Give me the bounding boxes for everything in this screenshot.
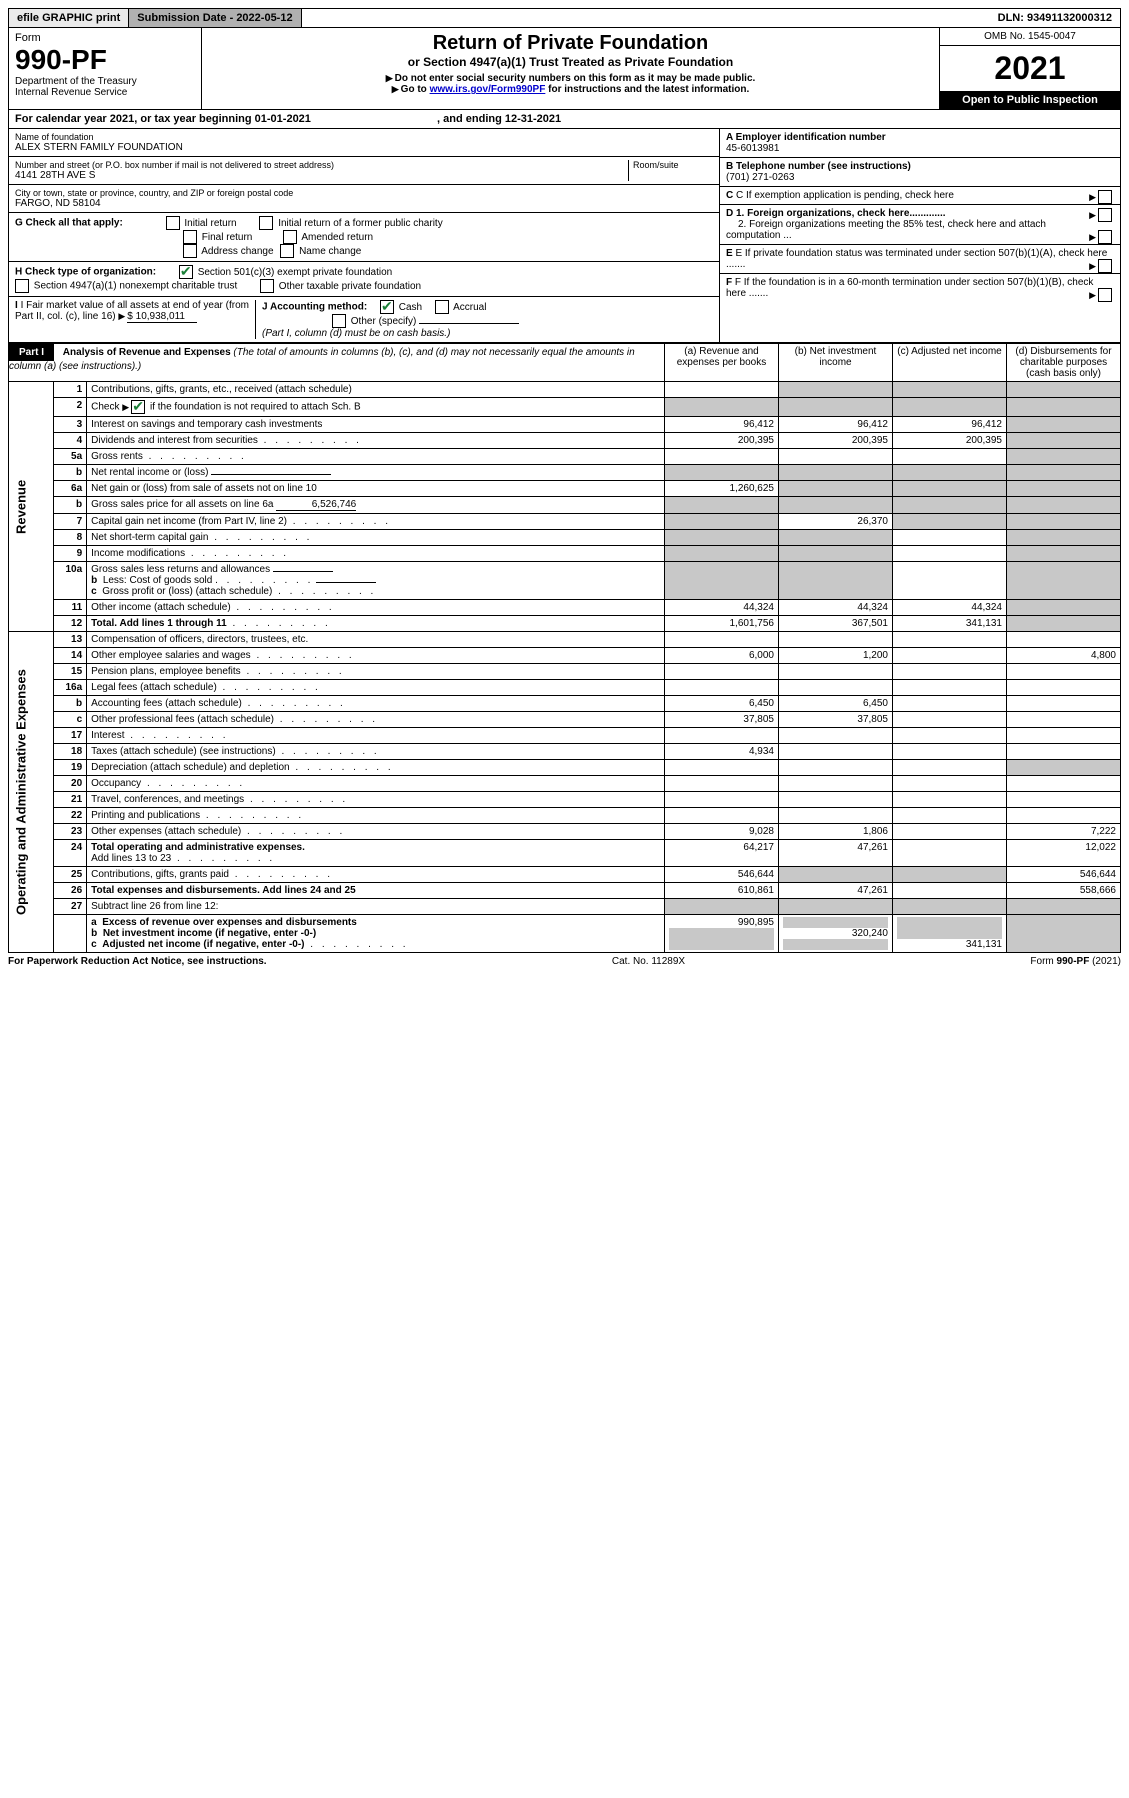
table-row: 2 Check if the foundation is not require…	[9, 398, 1121, 417]
footer-left: For Paperwork Reduction Act Notice, see …	[8, 956, 267, 967]
table-row: 3Interest on savings and temporary cash …	[9, 417, 1121, 433]
form-subtitle: or Section 4947(a)(1) Trust Treated as P…	[206, 55, 935, 69]
table-row: 4Dividends and interest from securities …	[9, 433, 1121, 449]
topbar: efile GRAPHIC print Submission Date - 20…	[8, 8, 1121, 28]
table-row: 24 Total operating and administrative ex…	[9, 840, 1121, 867]
cb-addr-change[interactable]	[183, 244, 197, 258]
footer-right: Form 990-PF (2021)	[1030, 956, 1121, 967]
table-row: bNet rental income or (loss)	[9, 465, 1121, 481]
cb-final[interactable]	[183, 230, 197, 244]
submission-date: Submission Date - 2022-05-12	[129, 9, 301, 27]
irs-label: Internal Revenue Service	[15, 87, 195, 98]
table-row: 9Income modifications	[9, 546, 1121, 562]
table-row: 15Pension plans, employee benefits	[9, 664, 1121, 680]
dept-label: Department of the Treasury	[15, 76, 195, 87]
ij-row: I I Fair market value of all assets at e…	[9, 296, 719, 342]
col-c-header: (c) Adjusted net income	[893, 344, 1007, 382]
cb-d1[interactable]	[1098, 208, 1112, 222]
revenue-label: Revenue	[9, 382, 54, 632]
dln: DLN: 93491132000312	[990, 9, 1120, 27]
part1-table: Part I Analysis of Revenue and Expenses …	[8, 343, 1121, 953]
table-row: 6aNet gain or (loss) from sale of assets…	[9, 481, 1121, 497]
table-row: b Gross sales price for all assets on li…	[9, 497, 1121, 514]
cb-4947[interactable]	[15, 279, 29, 293]
table-row: cOther professional fees (attach schedul…	[9, 712, 1121, 728]
table-row: 11Other income (attach schedule) 44,3244…	[9, 600, 1121, 616]
table-row: Revenue 1 Contributions, gifts, grants, …	[9, 382, 1121, 398]
identity-block: Name of foundation ALEX STERN FAMILY FOU…	[8, 129, 1121, 343]
header-right: OMB No. 1545-0047 2021 Open to Public In…	[939, 28, 1120, 109]
table-row: 8Net short-term capital gain	[9, 530, 1121, 546]
f-cell: F F If the foundation is in a 60-month t…	[720, 274, 1120, 302]
footer-mid: Cat. No. 11289X	[612, 956, 685, 967]
cb-amended[interactable]	[283, 230, 297, 244]
d-cell: D 1. Foreign organizations, check here..…	[720, 205, 1120, 245]
cb-initial-former[interactable]	[259, 216, 273, 230]
cb-name-change[interactable]	[280, 244, 294, 258]
table-row: 14Other employee salaries and wages 6,00…	[9, 648, 1121, 664]
cb-other-taxable[interactable]	[260, 279, 274, 293]
table-row: 10a Gross sales less returns and allowan…	[9, 562, 1121, 600]
table-row: 5aGross rents	[9, 449, 1121, 465]
page-footer: For Paperwork Reduction Act Notice, see …	[8, 953, 1121, 967]
cb-initial[interactable]	[166, 216, 180, 230]
foundation-name-cell: Name of foundation ALEX STERN FAMILY FOU…	[9, 129, 719, 157]
table-row: 19Depreciation (attach schedule) and dep…	[9, 760, 1121, 776]
col-b-header: (b) Net investment income	[779, 344, 893, 382]
table-row: 23Other expenses (attach schedule) 9,028…	[9, 824, 1121, 840]
cb-c[interactable]	[1098, 190, 1112, 204]
form-link[interactable]: www.irs.gov/Form990PF	[430, 84, 546, 95]
e-cell: E E If private foundation status was ter…	[720, 245, 1120, 274]
city-cell: City or town, state or province, country…	[9, 185, 719, 213]
calendar-year-row: For calendar year 2021, or tax year begi…	[8, 110, 1121, 129]
c-cell: C C If exemption application is pending,…	[720, 187, 1120, 205]
table-row: 12Total. Add lines 1 through 11 1,601,75…	[9, 616, 1121, 632]
cb-sch-b[interactable]	[131, 400, 145, 414]
efile-label: efile GRAPHIC print	[9, 9, 129, 27]
table-row: 16aLegal fees (attach schedule)	[9, 680, 1121, 696]
table-row: 26Total expenses and disbursements. Add …	[9, 883, 1121, 899]
cb-501c3[interactable]	[179, 265, 193, 279]
table-row: 20Occupancy	[9, 776, 1121, 792]
table-row: 27Subtract line 26 from line 12:	[9, 899, 1121, 915]
cb-cash[interactable]	[380, 300, 394, 314]
table-row: 7Capital gain net income (from Part IV, …	[9, 514, 1121, 530]
table-row: 22Printing and publications	[9, 808, 1121, 824]
table-row: bAccounting fees (attach schedule) 6,450…	[9, 696, 1121, 712]
header-left: Form 990-PF Department of the Treasury I…	[9, 28, 202, 109]
table-row: a Excess of revenue over expenses and di…	[9, 915, 1121, 953]
h-row: H Check type of organization: Section 50…	[9, 261, 719, 296]
form-header: Form 990-PF Department of the Treasury I…	[8, 28, 1121, 110]
part1-label: Part I	[9, 344, 54, 361]
omb-number: OMB No. 1545-0047	[940, 28, 1120, 46]
cb-f[interactable]	[1098, 288, 1112, 302]
cb-accrual[interactable]	[435, 300, 449, 314]
note2: Go to www.irs.gov/Form990PF for instruct…	[206, 84, 935, 95]
form-title: Return of Private Foundation	[206, 32, 935, 55]
inspection-label: Open to Public Inspection	[940, 91, 1120, 109]
phone-cell: B Telephone number (see instructions) (7…	[720, 158, 1120, 187]
cb-other-method[interactable]	[332, 314, 346, 328]
header-center: Return of Private Foundation or Section …	[202, 28, 939, 109]
ein-cell: A Employer identification number 45-6013…	[720, 129, 1120, 158]
table-row: 17Interest	[9, 728, 1121, 744]
note1: Do not enter social security numbers on …	[206, 73, 935, 84]
table-row: Operating and Administrative Expenses 13…	[9, 632, 1121, 648]
expenses-label: Operating and Administrative Expenses	[9, 632, 54, 953]
col-d-header: (d) Disbursements for charitable purpose…	[1007, 344, 1121, 382]
col-a-header: (a) Revenue and expenses per books	[665, 344, 779, 382]
g-row: G Check all that apply: Initial return I…	[9, 213, 719, 261]
table-row: 25Contributions, gifts, grants paid 546,…	[9, 867, 1121, 883]
form-label: Form	[15, 32, 195, 44]
tax-year: 2021	[940, 50, 1120, 87]
form-number: 990-PF	[15, 44, 195, 76]
table-row: 18Taxes (attach schedule) (see instructi…	[9, 744, 1121, 760]
address-cell: Number and street (or P.O. box number if…	[9, 157, 719, 185]
table-row: 21Travel, conferences, and meetings	[9, 792, 1121, 808]
cb-e[interactable]	[1098, 259, 1112, 273]
cb-d2[interactable]	[1098, 230, 1112, 244]
